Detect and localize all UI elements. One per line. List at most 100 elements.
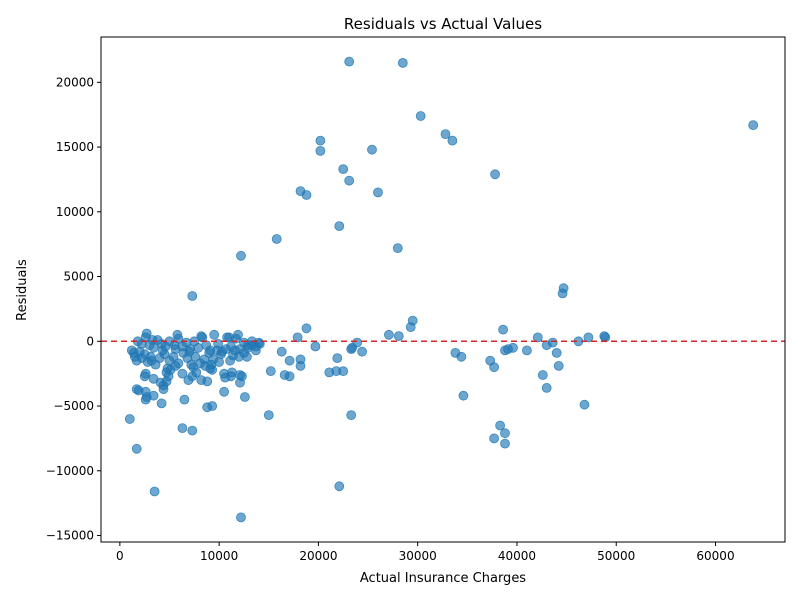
data-point <box>292 332 303 343</box>
y-tick-label: 5000 <box>63 270 94 284</box>
data-point <box>226 371 236 382</box>
data-point <box>276 346 287 357</box>
data-point <box>551 347 562 358</box>
data-point <box>315 135 326 146</box>
data-point <box>579 399 590 410</box>
y-tick-label: 10000 <box>56 205 94 219</box>
data-point <box>373 187 383 198</box>
data-point <box>265 366 276 377</box>
data-point <box>147 335 158 345</box>
data-point <box>541 340 552 351</box>
data-point <box>537 370 548 380</box>
y-tick-label: 20000 <box>56 75 94 89</box>
data-point <box>217 346 228 357</box>
data-point <box>263 410 274 421</box>
y-tick-label: 15000 <box>56 140 94 154</box>
data-point <box>156 398 167 409</box>
data-point <box>310 341 321 352</box>
data-point <box>148 373 159 384</box>
x-axis: 0 10000 20000 30000 40000 50000 60000 <box>116 542 735 563</box>
data-point <box>357 346 368 357</box>
data-point <box>347 342 358 353</box>
data-point <box>456 351 467 362</box>
data-point <box>235 377 245 388</box>
y-tick-label: 0 <box>86 334 94 348</box>
data-point <box>219 386 230 397</box>
y-axis: −15000 −10000 −5000 0 5000 10000 15000 20000 <box>46 75 101 543</box>
x-tick-label: 20000 <box>299 549 337 563</box>
y-tick-label: −15000 <box>46 529 94 543</box>
data-point <box>338 366 349 377</box>
data-point <box>495 420 506 431</box>
data-point <box>271 234 282 244</box>
data-point <box>131 443 142 454</box>
data-point <box>148 390 159 401</box>
data-point <box>233 329 243 340</box>
data-point <box>162 363 173 374</box>
data-point <box>489 433 500 444</box>
data-point <box>346 410 357 421</box>
data-point <box>334 481 345 492</box>
x-axis-label: Actual Insurance Charges <box>360 571 526 586</box>
data-point <box>124 414 135 424</box>
data-point <box>133 385 144 396</box>
x-tick-label: 60000 <box>696 549 734 563</box>
data-point <box>344 56 355 67</box>
data-point <box>177 423 188 434</box>
data-point <box>202 376 213 387</box>
data-point <box>226 341 236 352</box>
data-point <box>541 382 552 393</box>
data-point <box>440 129 451 140</box>
data-point <box>196 331 207 342</box>
data-point <box>157 345 168 356</box>
y-tick-label: −10000 <box>46 464 94 478</box>
data-point <box>284 355 295 366</box>
data-point <box>334 221 345 232</box>
data-point <box>447 135 458 146</box>
data-point <box>236 250 246 261</box>
data-point <box>149 486 160 497</box>
data-point <box>241 351 252 362</box>
data-point <box>748 120 759 130</box>
data-point <box>393 331 404 342</box>
data-point <box>500 438 510 449</box>
data-point <box>141 328 152 339</box>
x-tick-label: 40000 <box>498 549 536 563</box>
data-point <box>338 164 349 175</box>
data-point <box>214 357 225 367</box>
data-point <box>583 332 594 343</box>
data-point <box>490 169 501 180</box>
data-point <box>458 390 469 401</box>
data-point <box>315 145 326 156</box>
data-point <box>415 111 426 121</box>
data-point <box>489 362 500 373</box>
data-point <box>188 362 199 373</box>
data-point <box>239 392 250 402</box>
data-point <box>253 337 264 348</box>
data-point <box>179 394 190 405</box>
data-point <box>145 351 156 362</box>
data-point <box>284 371 295 382</box>
data-point <box>140 368 151 379</box>
data-point <box>224 332 235 343</box>
data-points <box>124 56 759 523</box>
data-point <box>498 324 509 335</box>
y-tick-label: −5000 <box>53 399 94 413</box>
data-point <box>187 425 198 436</box>
data-point <box>405 322 416 333</box>
x-tick-label: 50000 <box>597 549 635 563</box>
data-point <box>392 243 403 254</box>
data-point <box>522 345 532 356</box>
data-point <box>397 58 408 68</box>
data-point <box>236 512 246 523</box>
x-tick-label: 0 <box>116 549 124 563</box>
data-point <box>557 288 568 299</box>
data-point <box>172 329 183 340</box>
x-tick-label: 10000 <box>200 549 238 563</box>
data-point <box>383 329 394 340</box>
chart-title: Residuals vs Actual Values <box>344 15 542 33</box>
data-point <box>205 345 216 356</box>
data-point <box>170 344 181 355</box>
